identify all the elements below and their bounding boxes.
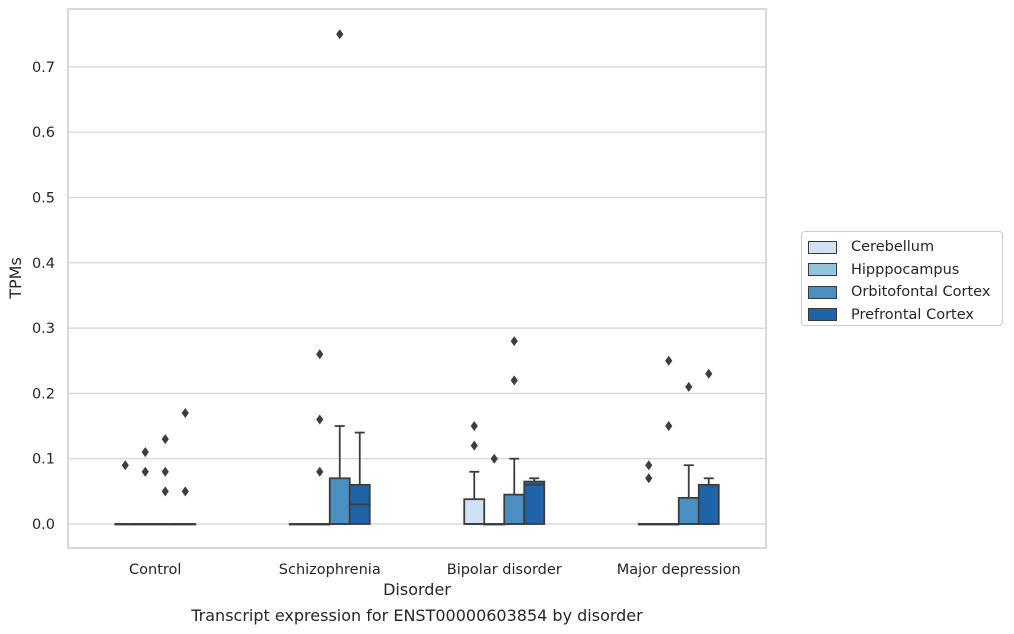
outlier-point (645, 460, 653, 471)
y-tick-label: 0.4 (32, 256, 55, 272)
legend-swatch-prefrontal-cortex (808, 308, 837, 322)
legend-item-orbitofrontal-cortex: Orbitofontal Cortex (808, 281, 1002, 304)
box-iqr (697, 483, 720, 525)
outlier-point (510, 336, 518, 347)
outlier-point (141, 466, 149, 477)
outlier-point (161, 466, 169, 477)
box (154, 434, 177, 526)
box (174, 407, 197, 526)
x-tick-label: Major depression (617, 562, 741, 578)
box (348, 431, 371, 525)
box (697, 368, 720, 525)
legend-label-prefrontal-cortex: Prefrontal Cortex (851, 306, 974, 323)
y-tick-label: 0.2 (32, 386, 55, 402)
box-iqr (328, 477, 351, 525)
outlier-point (645, 473, 653, 484)
outlier-point (161, 434, 169, 445)
box-iqr (503, 493, 526, 525)
box-iqr (523, 480, 546, 525)
outlier-point (470, 421, 478, 432)
x-axis-label: Disorder (383, 580, 451, 599)
outlier-point (181, 407, 189, 418)
outlier-point (490, 453, 498, 464)
outlier-point (510, 375, 518, 386)
y-tick-label: 0.0 (32, 517, 55, 533)
outlier-point (316, 466, 324, 477)
tick-labels: 0.0 0.1 0.2 0.3 0.4 0.5 0.6 0.7 Control Schizophr… (32, 60, 741, 578)
outlier-point (705, 368, 713, 379)
outlier-point (161, 486, 169, 497)
legend-label-hippocampus: Hipppocampus (851, 261, 960, 278)
outlier-point (685, 381, 693, 392)
y-axis-label: TPMs (6, 257, 25, 300)
legend-label-cerebellum: Cerebellum (851, 239, 935, 256)
box (677, 381, 700, 525)
y-tick-label: 0.3 (32, 321, 55, 337)
outlier-point (470, 440, 478, 451)
y-tick-label: 0.7 (32, 60, 55, 76)
legend-swatch-cerebellum (808, 240, 837, 254)
y-tick-label: 0.5 (32, 191, 55, 207)
outlier-point (665, 355, 673, 366)
axes-frame (67, 8, 767, 549)
chart-caption: Transcript expression for ENST0000060385… (191, 606, 643, 625)
legend: Cerebellum Hipppocampus Orbitofontal Cor… (801, 231, 1003, 326)
box (288, 523, 311, 526)
legend-item-hippocampus: Hipppocampus (808, 259, 1002, 282)
x-tick-label: Bipolar disorder (447, 562, 562, 578)
outlier-point (316, 349, 324, 360)
outlier-point (316, 414, 324, 425)
box-series (114, 29, 720, 526)
box (463, 421, 486, 525)
outlier-point (121, 460, 129, 471)
box-iqr (677, 496, 700, 525)
legend-label-orbitofrontal-cortex: Orbitofontal Cortex (851, 284, 991, 301)
legend-swatch-orbitofrontal-cortex (808, 285, 837, 299)
box (657, 355, 680, 526)
outlier-point (141, 447, 149, 458)
outlier-point (665, 421, 673, 432)
gridlines (68, 66, 766, 525)
box (328, 29, 351, 525)
y-tick-label: 0.1 (32, 452, 55, 468)
box (114, 460, 137, 526)
outlier-point (181, 486, 189, 497)
outlier-point (336, 29, 344, 40)
box (523, 477, 546, 525)
legend-swatch-hippocampus (808, 263, 837, 277)
box (503, 336, 526, 525)
legend-item-cerebellum: Cerebellum (808, 236, 1002, 259)
box-iqr (463, 498, 486, 525)
x-tick-label: Control (129, 562, 181, 578)
y-tick-label: 0.6 (32, 125, 55, 141)
box (134, 447, 157, 526)
x-tick-label: Schizophrenia (279, 562, 381, 578)
legend-item-prefrontal-cortex: Prefrontal Cortex (808, 304, 1002, 327)
box (308, 349, 331, 526)
box (483, 453, 506, 526)
box (637, 460, 660, 526)
